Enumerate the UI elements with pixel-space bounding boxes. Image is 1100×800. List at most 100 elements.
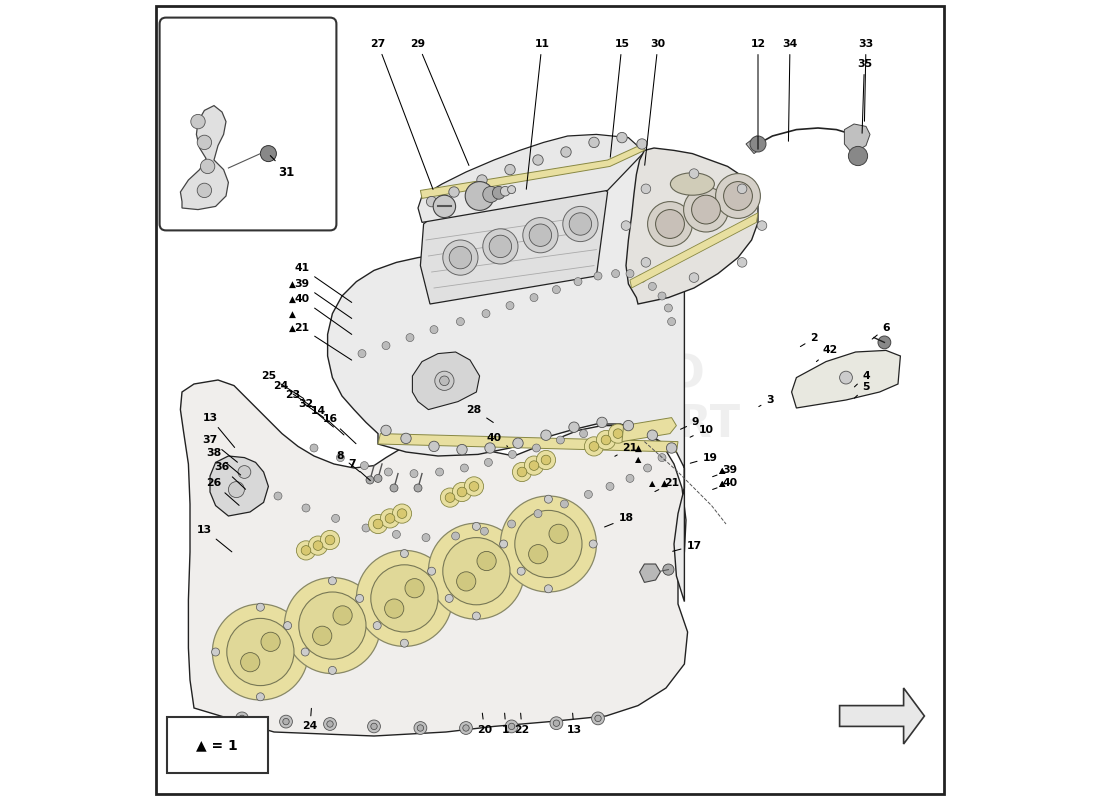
- Circle shape: [331, 514, 340, 522]
- Text: 26: 26: [207, 478, 239, 506]
- Circle shape: [638, 274, 646, 282]
- Text: 15: 15: [610, 39, 629, 158]
- Circle shape: [296, 541, 316, 560]
- Circle shape: [456, 445, 468, 454]
- Circle shape: [235, 712, 249, 725]
- Polygon shape: [839, 688, 924, 744]
- Circle shape: [329, 577, 337, 585]
- FancyBboxPatch shape: [167, 717, 267, 773]
- Text: ▲: ▲: [718, 478, 725, 488]
- Circle shape: [508, 450, 516, 458]
- Circle shape: [594, 272, 602, 280]
- Circle shape: [584, 490, 593, 498]
- Text: ▲: ▲: [288, 279, 296, 289]
- Text: 40: 40: [295, 294, 352, 334]
- Circle shape: [517, 467, 527, 477]
- Text: 21: 21: [615, 443, 638, 456]
- Circle shape: [211, 648, 220, 656]
- Circle shape: [367, 720, 381, 733]
- Text: 31: 31: [271, 156, 294, 178]
- Circle shape: [463, 725, 470, 731]
- Circle shape: [285, 578, 381, 674]
- Circle shape: [664, 304, 672, 312]
- Circle shape: [239, 715, 245, 722]
- Circle shape: [410, 470, 418, 478]
- Circle shape: [597, 418, 607, 427]
- Circle shape: [592, 712, 604, 725]
- Circle shape: [544, 585, 552, 593]
- Circle shape: [580, 430, 587, 438]
- Polygon shape: [626, 148, 758, 304]
- Text: 41: 41: [295, 263, 352, 302]
- Circle shape: [308, 536, 328, 555]
- Circle shape: [446, 594, 453, 602]
- Circle shape: [368, 514, 387, 534]
- Circle shape: [553, 720, 560, 726]
- Circle shape: [507, 520, 516, 528]
- Circle shape: [648, 282, 657, 290]
- Text: 29: 29: [410, 39, 469, 166]
- Circle shape: [229, 482, 244, 498]
- Polygon shape: [420, 176, 607, 304]
- Circle shape: [544, 495, 552, 503]
- Circle shape: [606, 482, 614, 490]
- Circle shape: [460, 722, 472, 734]
- Circle shape: [878, 336, 891, 349]
- Circle shape: [371, 723, 377, 730]
- Circle shape: [737, 258, 747, 267]
- Circle shape: [284, 622, 292, 630]
- Circle shape: [390, 484, 398, 492]
- Circle shape: [238, 466, 251, 478]
- Circle shape: [499, 540, 507, 548]
- Polygon shape: [845, 124, 870, 154]
- Text: 16: 16: [322, 414, 356, 444]
- Circle shape: [537, 450, 556, 470]
- Circle shape: [532, 444, 540, 452]
- Text: ▲: ▲: [718, 478, 725, 488]
- Text: ▲: ▲: [661, 478, 668, 488]
- Circle shape: [422, 534, 430, 542]
- Text: 40: 40: [486, 433, 508, 446]
- Polygon shape: [378, 434, 678, 452]
- Circle shape: [190, 114, 206, 129]
- Circle shape: [274, 492, 282, 500]
- Text: 23: 23: [285, 390, 323, 418]
- Text: ▲: ▲: [635, 455, 641, 465]
- Circle shape: [515, 510, 582, 578]
- Text: 10: 10: [690, 425, 714, 438]
- Text: 6: 6: [872, 323, 890, 339]
- Circle shape: [356, 550, 452, 646]
- Circle shape: [443, 240, 478, 275]
- Text: 11: 11: [526, 39, 550, 190]
- Text: 27: 27: [371, 39, 433, 190]
- Circle shape: [508, 723, 515, 730]
- Polygon shape: [412, 352, 480, 410]
- Circle shape: [530, 294, 538, 302]
- Text: 42: 42: [816, 346, 837, 362]
- Circle shape: [644, 464, 651, 472]
- Circle shape: [626, 270, 634, 278]
- Circle shape: [320, 530, 340, 550]
- Text: 39: 39: [295, 279, 352, 318]
- Circle shape: [385, 599, 404, 618]
- Circle shape: [757, 221, 767, 230]
- Circle shape: [428, 523, 525, 619]
- Circle shape: [449, 186, 459, 198]
- Circle shape: [596, 430, 616, 450]
- Text: 9: 9: [681, 418, 700, 430]
- Text: 13: 13: [566, 713, 582, 734]
- Circle shape: [484, 458, 493, 466]
- Circle shape: [382, 342, 390, 350]
- Circle shape: [381, 426, 392, 435]
- Circle shape: [641, 258, 651, 267]
- Text: 19: 19: [691, 453, 717, 463]
- Circle shape: [465, 182, 494, 210]
- Circle shape: [667, 443, 676, 453]
- Circle shape: [626, 474, 634, 482]
- Text: ▲: ▲: [288, 323, 296, 333]
- Circle shape: [552, 286, 560, 294]
- Polygon shape: [639, 564, 660, 582]
- Circle shape: [481, 527, 488, 535]
- Circle shape: [483, 186, 498, 202]
- Circle shape: [227, 618, 294, 686]
